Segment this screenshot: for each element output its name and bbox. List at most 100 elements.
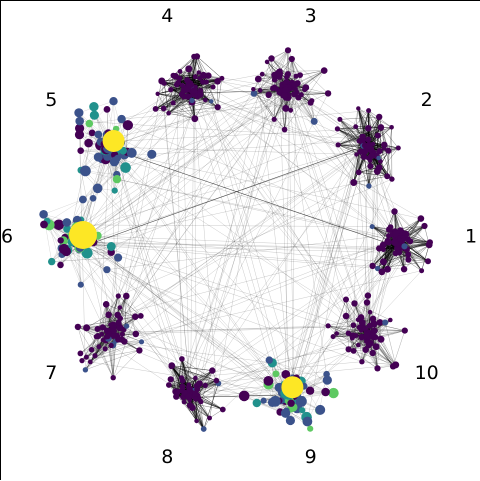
graph-node (370, 224, 375, 229)
graph-node (356, 106, 360, 110)
graph-node (405, 257, 411, 263)
graph-node (57, 262, 64, 269)
graph-node (326, 323, 331, 328)
graph-node (175, 390, 180, 395)
graph-node (196, 380, 203, 387)
graph-node (268, 55, 274, 61)
graph-node (369, 263, 375, 269)
graph-node (389, 125, 394, 130)
graph-node (107, 242, 116, 251)
graph-node (382, 146, 387, 151)
graph-node (350, 336, 355, 341)
graph-node (90, 111, 99, 120)
graph-node (86, 120, 94, 128)
graph-node (384, 173, 390, 179)
graph-node (331, 334, 336, 339)
graph-node (376, 114, 382, 120)
graph-node (276, 71, 283, 78)
graph-node (168, 376, 174, 382)
graph-node (175, 80, 181, 86)
graph-node (282, 105, 289, 112)
graph-node (306, 387, 314, 395)
graph-node (194, 419, 199, 424)
graph-node (200, 72, 207, 79)
graph-node (185, 393, 192, 400)
graph-node (258, 88, 263, 93)
graph-node (302, 87, 307, 92)
cluster-label-6: 6 (1, 226, 13, 248)
cluster-label-1: 1 (465, 226, 477, 248)
graph-node (88, 360, 93, 365)
graph-node (94, 131, 102, 139)
graph-node (118, 305, 123, 310)
graph-node (328, 388, 338, 398)
graph-node (368, 153, 374, 159)
graph-node (83, 324, 90, 331)
graph-node (132, 313, 139, 320)
graph-node (180, 378, 186, 384)
graph-node (197, 396, 201, 400)
graph-node (103, 301, 110, 308)
graph-node (182, 400, 187, 405)
graph-node (79, 196, 87, 204)
graph-node (321, 388, 330, 397)
graph-node (109, 97, 117, 105)
graph-node (166, 382, 172, 388)
graph-node (365, 137, 371, 143)
graph-node (116, 320, 122, 326)
graph-node (363, 326, 368, 331)
cluster-label-7: 7 (45, 362, 57, 384)
graph-node (311, 118, 318, 125)
graph-node (183, 87, 189, 93)
graph-node (268, 398, 277, 407)
graph-node (281, 92, 288, 99)
graph-node (75, 117, 84, 126)
graph-node (104, 106, 111, 113)
graph-node (48, 258, 55, 265)
graph-node (402, 328, 408, 334)
graph-node (59, 244, 69, 254)
graph-node (364, 299, 370, 305)
graph-node (379, 268, 386, 275)
graph-node (78, 282, 84, 288)
graph-node (391, 208, 397, 214)
graph-node (261, 398, 267, 404)
graph-node (103, 346, 108, 351)
graph-node (386, 239, 392, 245)
graph-node (303, 417, 313, 427)
graph-node (120, 162, 131, 173)
graph-node (277, 89, 282, 94)
cluster-5-nodes (74, 97, 156, 194)
graph-node (181, 94, 186, 99)
graph-node (203, 98, 208, 103)
graph-node (336, 142, 341, 147)
graph-node (54, 220, 65, 231)
graph-node (114, 155, 121, 162)
graph-node (112, 188, 118, 194)
graph-node (418, 215, 425, 222)
graph-node (287, 400, 294, 407)
hub-node (103, 130, 125, 152)
graph-node (270, 86, 275, 91)
graph-node (359, 134, 364, 139)
graph-node (308, 100, 314, 106)
graph-node (297, 72, 303, 78)
graph-node (89, 102, 98, 111)
graph-node (158, 78, 165, 85)
graph-node (292, 81, 299, 88)
graph-node (136, 347, 142, 353)
graph-node (193, 376, 198, 381)
graph-node (368, 310, 373, 315)
graph-node (178, 69, 183, 74)
graph-node (351, 348, 357, 354)
hub-node (281, 376, 303, 398)
graph-node (209, 99, 213, 103)
graph-node (354, 333, 359, 338)
cluster-9-nodes (239, 356, 339, 431)
graph-node (105, 312, 112, 319)
graph-node (93, 184, 103, 194)
graph-node (180, 384, 186, 390)
graph-node (358, 314, 365, 321)
graph-node (211, 85, 216, 90)
